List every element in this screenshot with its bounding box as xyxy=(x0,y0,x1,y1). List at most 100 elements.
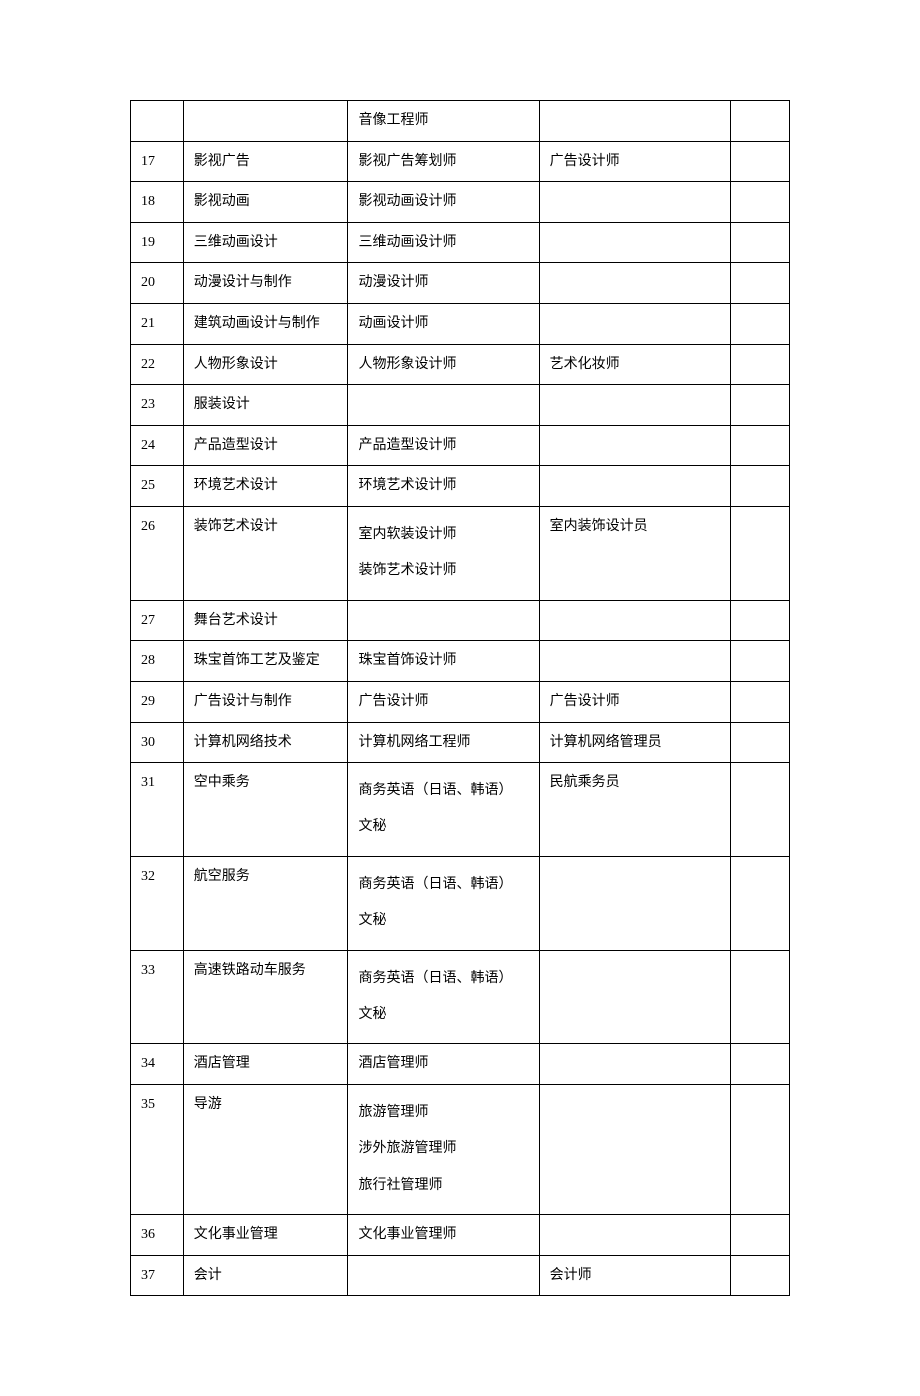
table-row: 26装饰艺术设计室内软装设计师装饰艺术设计师室内装饰设计员 xyxy=(131,506,790,600)
table-cell-col1 xyxy=(131,101,184,142)
table-cell-col5 xyxy=(730,763,789,857)
table-cell-col2: 舞台艺术设计 xyxy=(183,600,348,641)
table-cell-col5 xyxy=(730,1044,789,1085)
table-cell-col2: 会计 xyxy=(183,1255,348,1296)
table-cell-col2: 广告设计与制作 xyxy=(183,681,348,722)
table-cell-col5 xyxy=(730,641,789,682)
table-cell-col4: 会计师 xyxy=(539,1255,730,1296)
table-cell-col3: 环境艺术设计师 xyxy=(348,466,539,507)
table-cell-col4: 广告设计师 xyxy=(539,681,730,722)
table-row: 18影视动画影视动画设计师 xyxy=(131,182,790,223)
table-cell-col3: 人物形象设计师 xyxy=(348,344,539,385)
table-cell-col3: 文化事业管理师 xyxy=(348,1215,539,1256)
table-cell-col5 xyxy=(730,182,789,223)
table-cell-col1: 19 xyxy=(131,222,184,263)
table-cell-col3 xyxy=(348,600,539,641)
table-cell-col3: 影视广告筹划师 xyxy=(348,141,539,182)
table-cell-col1: 30 xyxy=(131,722,184,763)
table-row: 20动漫设计与制作动漫设计师 xyxy=(131,263,790,304)
table-cell-col4 xyxy=(539,641,730,682)
table-cell-col2: 导游 xyxy=(183,1085,348,1215)
table-cell-col4: 室内装饰设计员 xyxy=(539,506,730,600)
table-cell-col1: 34 xyxy=(131,1044,184,1085)
table-cell-col5 xyxy=(730,1255,789,1296)
table-cell-col3 xyxy=(348,1255,539,1296)
table-cell-col5 xyxy=(730,141,789,182)
table-cell-col4 xyxy=(539,425,730,466)
table-row: 音像工程师 xyxy=(131,101,790,142)
table-cell-col2: 文化事业管理 xyxy=(183,1215,348,1256)
table-cell-col2: 航空服务 xyxy=(183,856,348,950)
table-row: 22人物形象设计人物形象设计师艺术化妆师 xyxy=(131,344,790,385)
table-cell-col3: 产品造型设计师 xyxy=(348,425,539,466)
table-cell-col4 xyxy=(539,101,730,142)
table-cell-col1: 18 xyxy=(131,182,184,223)
table-cell-col1: 32 xyxy=(131,856,184,950)
table-cell-col1: 23 xyxy=(131,385,184,426)
table-cell-col4 xyxy=(539,856,730,950)
table-cell-col4 xyxy=(539,466,730,507)
table-row: 35导游旅游管理师涉外旅游管理师旅行社管理师 xyxy=(131,1085,790,1215)
table-cell-col4 xyxy=(539,222,730,263)
table-cell-col3: 广告设计师 xyxy=(348,681,539,722)
table-cell-col4 xyxy=(539,1085,730,1215)
table-cell-col2: 动漫设计与制作 xyxy=(183,263,348,304)
table-cell-col1: 20 xyxy=(131,263,184,304)
table-cell-col1: 35 xyxy=(131,1085,184,1215)
table-cell-col5 xyxy=(730,344,789,385)
table-row: 17影视广告影视广告筹划师广告设计师 xyxy=(131,141,790,182)
table-cell-col2: 服装设计 xyxy=(183,385,348,426)
table-cell-col1: 24 xyxy=(131,425,184,466)
table-cell-col1: 27 xyxy=(131,600,184,641)
table-cell-col3: 珠宝首饰设计师 xyxy=(348,641,539,682)
table-cell-col2: 酒店管理 xyxy=(183,1044,348,1085)
table-cell-col3: 动画设计师 xyxy=(348,303,539,344)
table-cell-col5 xyxy=(730,506,789,600)
table-cell-col3: 音像工程师 xyxy=(348,101,539,142)
table-cell-col1: 21 xyxy=(131,303,184,344)
table-cell-col5 xyxy=(730,950,789,1044)
table-cell-col1: 17 xyxy=(131,141,184,182)
table-cell-col4: 广告设计师 xyxy=(539,141,730,182)
table-cell-col1: 33 xyxy=(131,950,184,1044)
table-row: 23服装设计 xyxy=(131,385,790,426)
table-cell-col4 xyxy=(539,1044,730,1085)
table-row: 28珠宝首饰工艺及鉴定珠宝首饰设计师 xyxy=(131,641,790,682)
table-row: 27舞台艺术设计 xyxy=(131,600,790,641)
table-body: 音像工程师 17影视广告影视广告筹划师广告设计师 18影视动画影视动画设计师 1… xyxy=(131,101,790,1296)
table-cell-col4 xyxy=(539,303,730,344)
table-cell-col4 xyxy=(539,263,730,304)
table-row: 31空中乘务商务英语（日语、韩语）文秘民航乘务员 xyxy=(131,763,790,857)
table-cell-col3: 影视动画设计师 xyxy=(348,182,539,223)
table-cell-col3: 计算机网络工程师 xyxy=(348,722,539,763)
table-cell-col2: 影视动画 xyxy=(183,182,348,223)
table-cell-col4: 艺术化妆师 xyxy=(539,344,730,385)
table-row: 32航空服务商务英语（日语、韩语）文秘 xyxy=(131,856,790,950)
table-cell-col5 xyxy=(730,856,789,950)
table-cell-col1: 29 xyxy=(131,681,184,722)
table-cell-col4 xyxy=(539,950,730,1044)
table-cell-col1: 26 xyxy=(131,506,184,600)
table-cell-col1: 31 xyxy=(131,763,184,857)
table-row: 30计算机网络技术计算机网络工程师计算机网络管理员 xyxy=(131,722,790,763)
table-row: 29广告设计与制作广告设计师广告设计师 xyxy=(131,681,790,722)
table-cell-col5 xyxy=(730,303,789,344)
table-row: 33高速铁路动车服务商务英语（日语、韩语）文秘 xyxy=(131,950,790,1044)
table-cell-col3: 动漫设计师 xyxy=(348,263,539,304)
table-cell-col2: 计算机网络技术 xyxy=(183,722,348,763)
table-cell-col1: 37 xyxy=(131,1255,184,1296)
table-cell-col5 xyxy=(730,600,789,641)
table-cell-col2: 影视广告 xyxy=(183,141,348,182)
table-row: 19三维动画设计三维动画设计师 xyxy=(131,222,790,263)
table-cell-col3: 商务英语（日语、韩语）文秘 xyxy=(348,763,539,857)
professions-table: 音像工程师 17影视广告影视广告筹划师广告设计师 18影视动画影视动画设计师 1… xyxy=(130,100,790,1296)
table-cell-col2: 三维动画设计 xyxy=(183,222,348,263)
table-cell-col3: 室内软装设计师装饰艺术设计师 xyxy=(348,506,539,600)
table-cell-col5 xyxy=(730,681,789,722)
table-cell-col4 xyxy=(539,600,730,641)
table-cell-col1: 22 xyxy=(131,344,184,385)
table-cell-col5 xyxy=(730,466,789,507)
table-cell-col5 xyxy=(730,722,789,763)
table-cell-col5 xyxy=(730,101,789,142)
table-cell-col3: 商务英语（日语、韩语）文秘 xyxy=(348,950,539,1044)
